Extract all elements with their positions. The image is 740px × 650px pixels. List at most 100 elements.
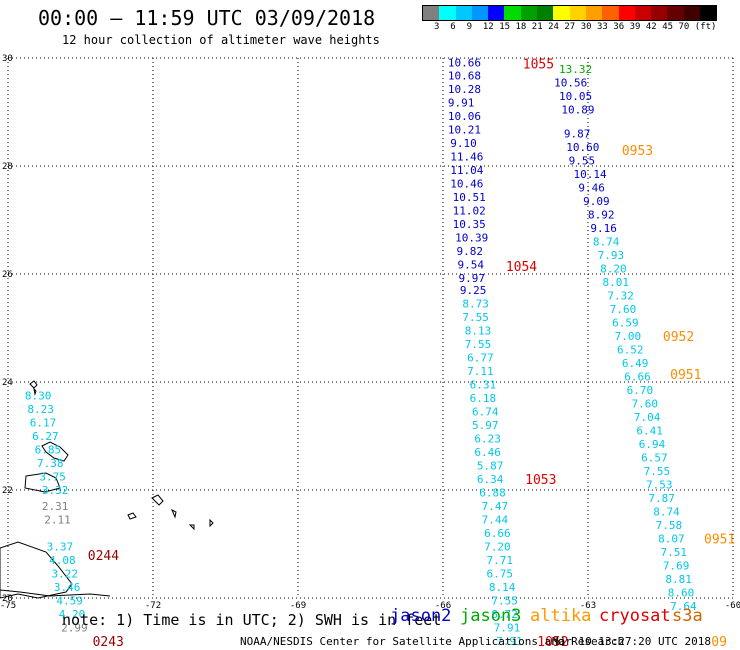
wave-height-value: 6.52 <box>617 344 644 357</box>
legend-label: (ft) <box>694 22 717 32</box>
wave-height-value: 10.51 <box>453 191 486 204</box>
wave-height-value: 6.94 <box>639 438 666 451</box>
wave-height-value: 4.08 <box>49 554 75 567</box>
wave-height-value: 6.49 <box>622 357 649 370</box>
wave-height-value: 10.39 <box>455 231 488 244</box>
legend-swatch <box>455 6 472 20</box>
legend-swatch <box>504 6 521 20</box>
color-legend-bar <box>422 5 718 21</box>
wave-height-value: 7.53 <box>646 479 673 492</box>
map-title: 00:00 – 11:59 UTC 03/09/2018 <box>38 6 376 30</box>
wave-height-value: 10.66 <box>448 56 481 69</box>
satellite-legend-jason2: jason2 <box>390 606 452 626</box>
legend-swatch <box>520 6 538 20</box>
wave-height-value: 9.10 <box>450 137 477 150</box>
wave-height-value: 11.46 <box>450 150 483 163</box>
credit-text: NOAA/NESDIS Center for Satellite Applica… <box>240 635 625 648</box>
legend-label: 42 <box>645 22 657 32</box>
wave-height-value: 6.70 <box>627 384 654 397</box>
wave-height-value: 8.30 <box>25 390 51 403</box>
island-outline <box>41 441 69 462</box>
wave-height-value: 7.47 <box>482 500 509 513</box>
wave-height-value: 9.16 <box>590 222 617 235</box>
satellite-legend-cryosat: cryosat <box>599 606 671 626</box>
wave-height-value: 8.92 <box>588 209 615 222</box>
wave-height-value: 7.55 <box>644 465 671 478</box>
wave-height-value: 8.13 <box>465 325 492 338</box>
wave-height-value: 3.46 <box>54 581 81 594</box>
wave-height-value: 10.46 <box>450 177 483 190</box>
wave-height-value: 6.77 <box>467 352 494 365</box>
wave-height-value: 6.31 <box>470 379 497 392</box>
legend-label: 9 <box>466 22 473 32</box>
wave-height-value: 6.41 <box>636 425 663 438</box>
legend-label: 15 <box>499 22 511 32</box>
legend-label: 45 <box>662 22 674 32</box>
wave-height-value: 9.82 <box>457 245 484 258</box>
pass-time-label: 09 <box>711 635 727 650</box>
wave-height-value: 2.11 <box>44 514 71 527</box>
legend-swatch <box>683 6 701 20</box>
wave-height-value: 9.54 <box>458 258 485 271</box>
legend-swatch <box>602 6 619 20</box>
satellite-legend-jason3: jason3 <box>460 606 522 626</box>
wave-height-value: 6.17 <box>30 417 57 430</box>
lon-tick-label: -66 <box>435 601 451 611</box>
lon-tick-label: -60 <box>725 601 740 611</box>
wave-height-value: 6.46 <box>474 446 501 459</box>
wave-height-value: 7.55 <box>491 595 518 608</box>
pass-time-label: 1053 <box>525 473 556 488</box>
wave-height-value: 10.14 <box>574 168 607 181</box>
wave-height-value: 7.71 <box>487 554 514 567</box>
wave-height-value: 8.81 <box>665 573 692 586</box>
wave-height-value: 7.91 <box>496 635 522 648</box>
legend-label: 36 <box>613 22 625 32</box>
wave-height-value: 9.46 <box>578 182 605 195</box>
wave-height-value: 3.22 <box>52 568 79 581</box>
satellite-legend-s3a: s3a <box>672 606 703 626</box>
wave-height-value: 13.32 <box>559 63 592 76</box>
island-outline <box>24 472 61 493</box>
lat-tick-label: 24 <box>2 378 13 388</box>
wave-height-value: 10.28 <box>448 83 481 96</box>
wave-height-value: 6.88 <box>479 487 506 500</box>
wave-height-value: 5.97 <box>472 419 499 432</box>
wave-height-value: 6.59 <box>612 317 639 330</box>
wave-height-value: 6.66 <box>484 527 511 540</box>
timestamp-text: Mar 10 13:27:20 UTC 2018 <box>552 635 711 648</box>
legend-swatch <box>471 6 489 20</box>
land-outlines <box>0 380 214 599</box>
legend-label: 24 <box>548 22 559 32</box>
wave-height-value: 6.85 <box>35 444 62 457</box>
wave-height-value: 5.87 <box>477 460 504 473</box>
legend-swatch <box>651 6 668 20</box>
lat-tick-label: 28 <box>2 162 13 172</box>
wave-height-value: 4.59 <box>56 595 82 608</box>
pass-time-label: 0953 <box>622 144 653 159</box>
wave-height-value: 7.11 <box>467 365 494 378</box>
legend-swatch <box>488 6 505 20</box>
wave-height-value: 8.20 <box>600 263 627 276</box>
data-labels: 10.6610.6810.289.9110.0610.219.1011.4611… <box>25 56 735 650</box>
wave-height-value: 9.97 <box>458 272 485 285</box>
wave-height-value: 7.38 <box>37 457 64 470</box>
legend-label: 30 <box>580 22 592 32</box>
wave-height-value: 7.55 <box>465 338 492 351</box>
wave-height-value: 9.09 <box>583 195 610 208</box>
legend-label: 21 <box>531 22 543 32</box>
wave-height-value: 7.44 <box>482 514 509 527</box>
lat-tick-label: 22 <box>2 486 13 496</box>
lat-tick-label: 20 <box>2 594 13 604</box>
wave-height-value: 7.32 <box>607 290 634 303</box>
map-subtitle: 12 hour collection of altimeter wave hei… <box>62 33 380 47</box>
wave-height-value: 7.55 <box>462 311 489 324</box>
pass-time-label: 1054 <box>506 260 537 275</box>
legend-swatch <box>439 6 456 20</box>
legend-swatch <box>585 6 603 20</box>
wave-height-value: 10.05 <box>559 90 592 103</box>
wave-height-value: 7.93 <box>598 249 625 262</box>
wave-height-value: 6.74 <box>472 406 499 419</box>
wave-height-value: 7.58 <box>656 519 683 532</box>
wave-height-value: 7.00 <box>615 330 642 343</box>
legend-label: 18 <box>515 22 527 32</box>
